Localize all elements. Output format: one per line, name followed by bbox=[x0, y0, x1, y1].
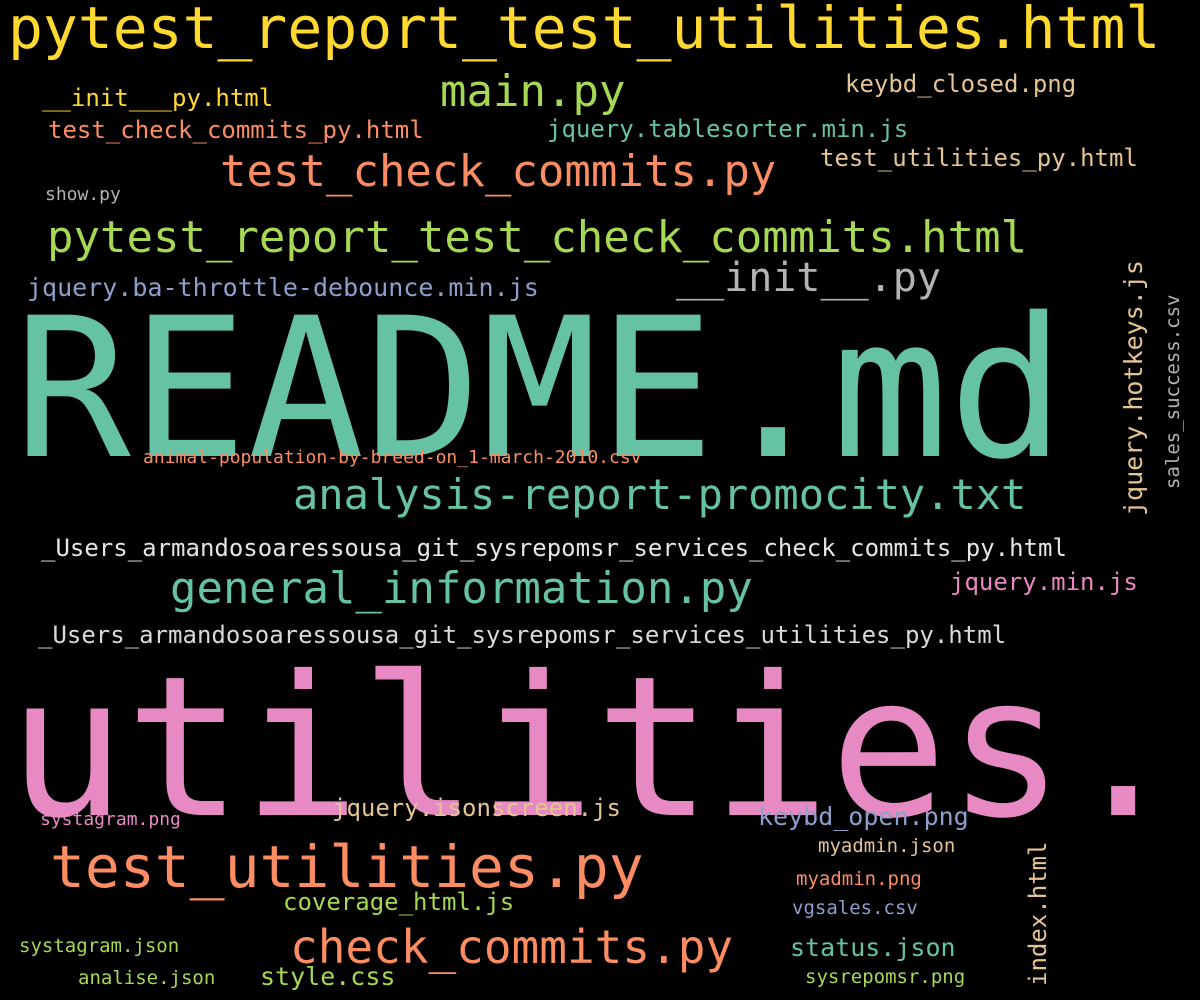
word-systagram-json: systagram.json bbox=[19, 935, 180, 957]
word-pytest-report-test-utilities-html: pytest_report_test_utilities.html bbox=[8, 0, 1161, 62]
word-jquery-isonscreen-js: jquery.isonscreen.js bbox=[332, 794, 621, 822]
word-sales-success-csv: sales_success.csv bbox=[1162, 294, 1184, 489]
word-vgsales-csv: vgsales.csv bbox=[792, 897, 918, 919]
word-pytest-report-test-check-commits-html: pytest_report_test_check_commits.html bbox=[47, 212, 1028, 263]
word-animal-population-csv: animal-population-by-breed-on_1-march-20… bbox=[143, 447, 642, 468]
word-test-utilities-py-html: test_utilities_py.html bbox=[820, 144, 1138, 172]
word-jquery-tablesorter-min-js: jquery.tablesorter.min.js bbox=[547, 115, 909, 143]
word-analise-json: analise.json bbox=[78, 967, 216, 989]
word-check-commits-py: check_commits.py bbox=[290, 920, 734, 974]
word-myadmin-png: myadmin.png bbox=[796, 868, 922, 890]
word-main-py: main.py bbox=[440, 66, 626, 117]
word-index-html: index.html bbox=[1024, 841, 1052, 987]
word-keybd-open-png: keybd_open.png bbox=[758, 802, 969, 831]
word-test-check-commits-py-html: test_check_commits_py.html bbox=[48, 116, 424, 144]
word-jquery-min-js: jquery.min.js bbox=[950, 568, 1138, 596]
word-jquery-ba-throttle-debounce-min-js: jquery.ba-throttle-debounce.min.js bbox=[27, 273, 539, 302]
word-analysis-report-promocity-txt: analysis-report-promocity.txt bbox=[293, 470, 1027, 519]
word-keybd-closed-png: keybd_closed.png bbox=[845, 70, 1077, 98]
word-users-utilities-py-html: _Users_armandosoaressousa_git_sysrepomsr… bbox=[38, 621, 1007, 649]
word-coverage-html-js: coverage_html.js bbox=[283, 888, 515, 916]
word-init-py-html: __init___py.html bbox=[42, 84, 274, 112]
word-users-check-commits-py-html: _Users_armandosoaressousa_git_sysrepomsr… bbox=[41, 534, 1067, 562]
word-show-py: show.py bbox=[45, 184, 121, 205]
word-jquery-hotkeys-js: jquery.hotkeys.js bbox=[1119, 260, 1148, 516]
word-utilities-py: utilities.py bbox=[8, 634, 1200, 861]
word-status-json: status.json bbox=[790, 933, 956, 962]
word-test-check-commits-py: test_check_commits.py bbox=[220, 146, 777, 197]
word-myadmin-json: myadmin.json bbox=[818, 835, 956, 857]
word-style-css: style.css bbox=[260, 962, 396, 991]
word-systagram-png: systagram.png bbox=[40, 809, 181, 830]
word-sysrepomsr-png: sysrepomsr.png bbox=[805, 966, 966, 988]
word-general-information-py: general_information.py bbox=[170, 563, 753, 614]
word-readme-md: README.md bbox=[14, 276, 1066, 502]
word-init-py: __init__.py bbox=[676, 255, 941, 301]
word-test-utilities-py: test_utilities.py bbox=[50, 833, 644, 901]
